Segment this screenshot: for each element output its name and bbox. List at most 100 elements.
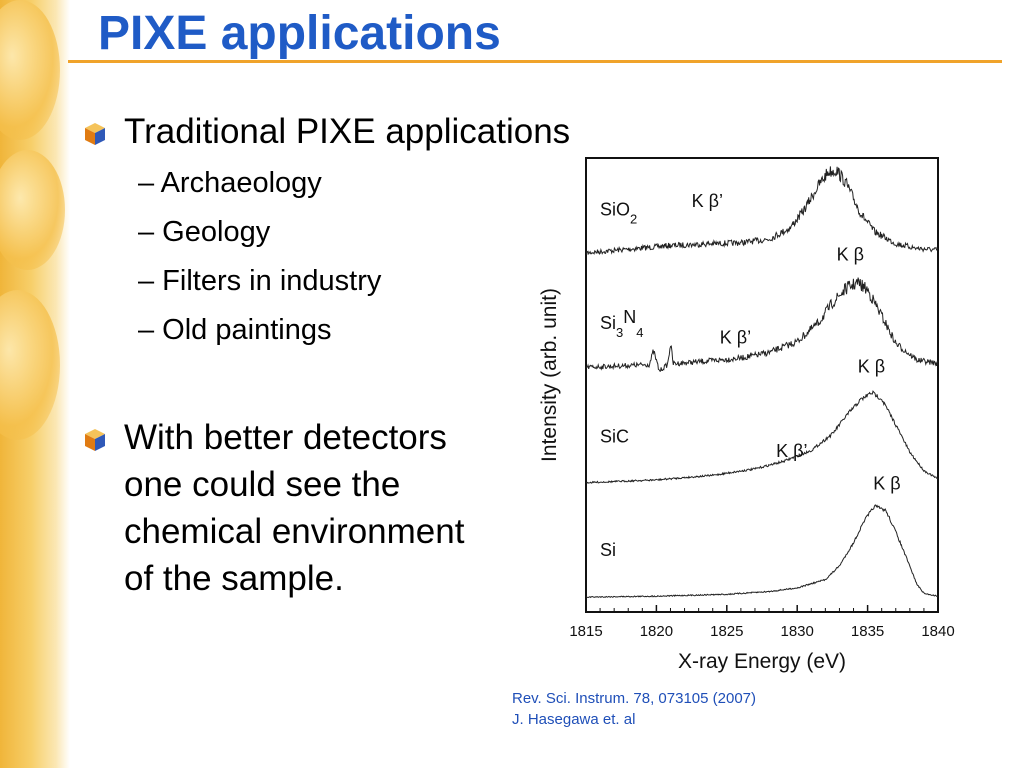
- sub-item-geology: – Geology: [138, 216, 271, 248]
- peak-annotation: K β’: [692, 191, 723, 211]
- data-point: [871, 392, 873, 394]
- bullet-detectors: With better detectors one could see the …: [84, 414, 464, 602]
- decorative-petal: [0, 290, 60, 440]
- data-point: [827, 171, 829, 173]
- data-point: [782, 461, 784, 463]
- cube-bullet-icon: [85, 429, 105, 451]
- y-axis-label: Intensity (arb. unit): [538, 288, 561, 462]
- decorative-petal: [0, 150, 65, 270]
- data-point: [712, 475, 714, 477]
- bullet-text: Traditional PIXE applications: [124, 112, 571, 151]
- data-point: [895, 343, 897, 345]
- bullet-traditional: Traditional PIXE applications: [84, 108, 570, 155]
- data-point: [867, 289, 869, 291]
- data-point: [670, 245, 672, 247]
- data-point: [839, 565, 841, 567]
- data-point: [874, 231, 876, 233]
- peak-annotation: K β’: [720, 327, 751, 347]
- sub-item-filters: – Filters in industry: [138, 265, 382, 297]
- plot-frame: [585, 157, 939, 613]
- series-label: Si3N4: [600, 307, 643, 340]
- cube-bullet-icon: [85, 123, 105, 145]
- peak-annotation: K β: [858, 356, 885, 376]
- data-point: [796, 587, 798, 589]
- citation: Rev. Sci. Instrum. 78, 073105 (2007) J. …: [512, 688, 756, 730]
- data-point: [712, 243, 714, 245]
- sub-item-archaeology: – Archaeology: [138, 167, 322, 199]
- data-point: [853, 542, 855, 544]
- decorative-petal: [0, 0, 60, 140]
- data-point: [658, 370, 660, 372]
- data-point: [818, 322, 820, 324]
- data-point: [836, 169, 838, 171]
- data-point: [667, 364, 669, 366]
- x-tick-label: 1830: [781, 623, 814, 640]
- data-point: [740, 242, 742, 244]
- x-tick-label: 1820: [640, 623, 673, 640]
- peak-annotation: K β: [873, 473, 900, 493]
- data-point: [923, 470, 925, 472]
- data-point: [895, 243, 897, 245]
- data-point: [627, 365, 629, 367]
- data-point: [656, 595, 658, 597]
- data-point: [818, 185, 820, 187]
- data-point: [740, 357, 742, 359]
- data-point: [627, 248, 629, 250]
- data-point: [585, 367, 587, 369]
- series-line: [585, 504, 939, 599]
- data-point: [768, 591, 770, 593]
- bullet-line: one could see the: [124, 465, 401, 504]
- data-point: [796, 341, 798, 343]
- series-label: SiO2: [600, 200, 637, 227]
- data-point: [860, 213, 862, 215]
- data-point: [846, 287, 848, 289]
- bullet-line: With better detectors: [124, 418, 447, 457]
- x-tick-label: 1815: [569, 623, 602, 640]
- data-point: [825, 579, 827, 581]
- x-axis-label: X-ray Energy (eV): [678, 650, 846, 673]
- data-point: [832, 433, 834, 435]
- citation-line: Rev. Sci. Instrum. 78, 073105 (2007): [512, 690, 757, 707]
- title-underline: [68, 60, 1002, 63]
- data-point: [789, 227, 791, 229]
- bullet-line: of the sample.: [124, 559, 344, 598]
- data-point: [881, 398, 883, 400]
- data-point: [923, 593, 925, 595]
- data-point: [895, 424, 897, 426]
- series-line: [585, 166, 939, 256]
- data-point: [909, 452, 911, 454]
- data-point: [937, 363, 939, 365]
- xray-spectra-chart: 1815 1820 1825 1830 1835 1840 X-ray Energy (eV…: [538, 157, 955, 673]
- x-tick-label: 1835: [851, 623, 884, 640]
- data-point: [906, 559, 908, 561]
- data-point: [653, 350, 655, 352]
- data-point: [832, 302, 834, 304]
- data-point: [803, 209, 805, 211]
- peak-annotation: K β’: [776, 441, 807, 461]
- data-point: [916, 359, 918, 361]
- data-point: [885, 510, 887, 512]
- data-point: [726, 594, 728, 596]
- data-point: [937, 595, 939, 597]
- bullet-line: chemical environment: [124, 512, 465, 551]
- data-point: [672, 363, 674, 365]
- series-label: Si: [600, 540, 616, 560]
- data-point: [810, 450, 812, 452]
- data-point: [698, 361, 700, 363]
- data-point: [656, 479, 658, 481]
- data-point: [916, 248, 918, 250]
- data-point: [585, 596, 587, 598]
- data-point: [585, 252, 587, 254]
- data-point: [916, 583, 918, 585]
- data-point: [857, 282, 859, 284]
- data-point: [895, 531, 897, 533]
- decorative-side-band: [0, 0, 70, 768]
- data-point: [881, 315, 883, 317]
- data-point: [768, 238, 770, 240]
- data-point: [860, 399, 862, 401]
- data-point: [846, 183, 848, 185]
- data-point: [937, 478, 939, 480]
- bullet-text-block: With better detectors one could see the …: [124, 414, 464, 602]
- data-point: [864, 519, 866, 521]
- sub-item-paintings: – Old paintings: [138, 314, 332, 346]
